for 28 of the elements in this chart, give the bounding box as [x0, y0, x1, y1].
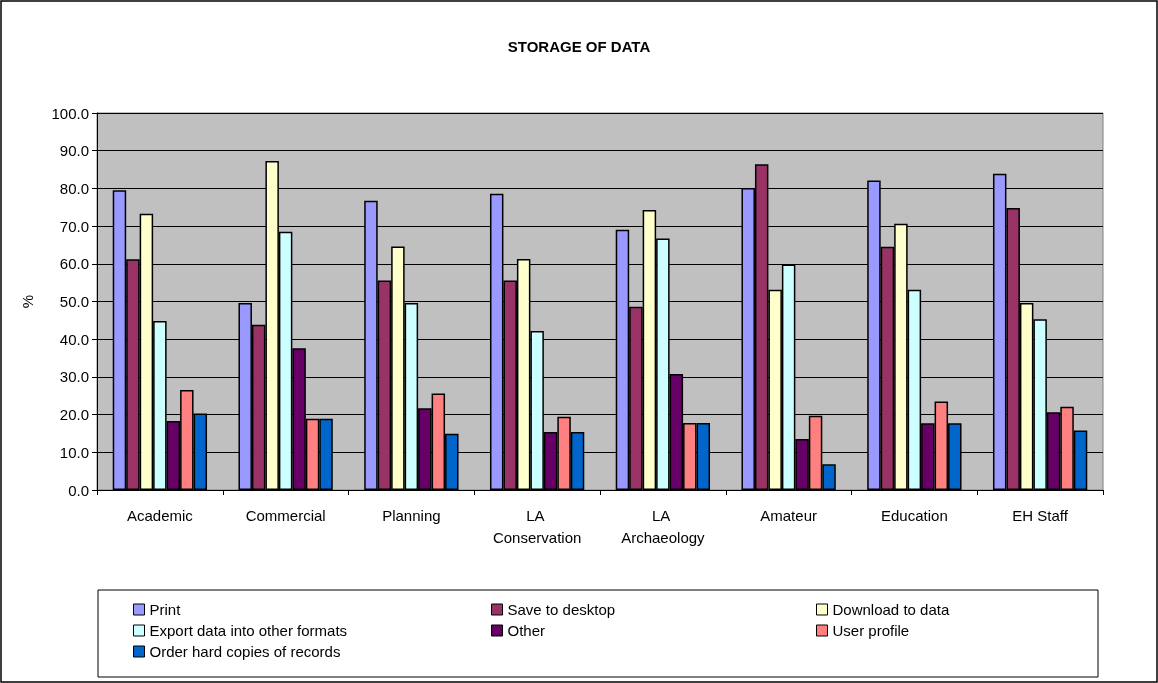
y-tick-label: 30.0: [59, 368, 89, 386]
chart-title: STORAGE OF DATA: [507, 38, 651, 55]
x-tick-label: Amateur: [760, 506, 817, 524]
legend-label: Download to data: [832, 601, 950, 618]
legend-label: Print: [149, 601, 182, 618]
y-tick-label: 100.0: [51, 104, 89, 122]
legend-label: Order hard copies of records: [149, 643, 341, 660]
y-tick-label: 70.0: [59, 217, 89, 235]
y-tick-label: 60.0: [59, 255, 89, 273]
x-tick-label: Commercial: [245, 506, 326, 524]
y-tick-label: 90.0: [59, 142, 89, 160]
y-tick-label: 0.0: [68, 481, 89, 499]
legend-label: User profile: [832, 622, 910, 639]
y-tick-label: 80.0: [59, 179, 89, 197]
x-tick-label: Education: [881, 506, 948, 524]
x-tick-label: LA Conservation: [492, 506, 582, 546]
legend-label: Export data into other formats: [149, 622, 348, 639]
x-tick-label: Academic: [126, 506, 194, 524]
y-tick-label: 20.0: [59, 406, 89, 424]
y-tick-label: 40.0: [59, 330, 89, 348]
legend-label: Other: [507, 622, 546, 639]
y-axis-title: %: [19, 294, 36, 309]
y-tick-label: 10.0: [59, 443, 89, 461]
x-tick-label: Planning: [382, 506, 441, 524]
y-tick-label: 50.0: [59, 293, 89, 310]
x-tick-label: LA Archaeology: [621, 506, 706, 546]
x-tick-label: EH Staff: [1012, 506, 1069, 524]
legend-label: Save to desktop: [507, 601, 616, 618]
